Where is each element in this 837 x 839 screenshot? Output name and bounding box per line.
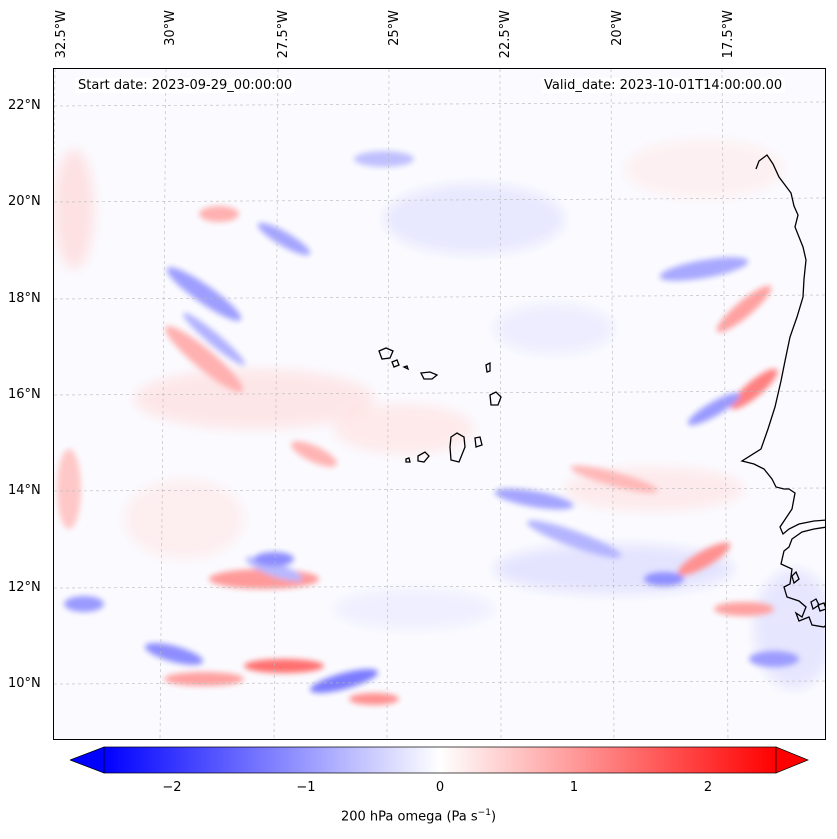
start-date-label: Start date: 2023-09-29_00:00:00 — [75, 78, 296, 93]
colorbar-ramp — [103, 746, 777, 774]
omega-diffuse-field — [54, 139, 825, 689]
lat-label-18n: 18°N — [8, 291, 41, 306]
african-coastline — [740, 154, 825, 628]
lat-label-16n: 16°N — [8, 387, 41, 402]
lat-label-12n: 12°N — [8, 580, 41, 595]
cape-verde-islands — [378, 347, 502, 463]
lon-label-30w: 30°W — [163, 10, 178, 46]
colorbar-low-extend — [70, 746, 105, 774]
colorbar-title-text: 200 hPa omega (Pa s — [340, 809, 478, 825]
cbar-tick-0: 0 — [435, 780, 445, 795]
cbar-tick-2: 2 — [703, 780, 713, 795]
lon-label-22-5w: 22.5°W — [498, 10, 513, 59]
lon-label-27-5w: 27.5°W — [276, 10, 291, 59]
cbar-tick-neg2: −2 — [162, 780, 182, 795]
lat-label-10n: 10°N — [8, 676, 41, 691]
omega-field-map — [54, 69, 825, 739]
colorbar-title-end: ) — [490, 809, 497, 825]
cbar-tick-neg1: −1 — [296, 780, 316, 795]
valid-date-label: Valid_date: 2023-10-01T14:00:00.00 — [541, 78, 786, 93]
lon-label-25w: 25°W — [387, 10, 402, 46]
lat-label-20n: 20°N — [8, 194, 41, 209]
colorbar-title-exponent: −1 — [477, 808, 491, 818]
colorbar-title: 200 hPa omega (Pa s−1) — [0, 808, 837, 824]
omega-streaks — [57, 151, 799, 705]
colorbar — [70, 746, 809, 774]
lon-label-17-5w: 17.5°W — [721, 10, 736, 59]
lon-label-20w: 20°W — [610, 10, 625, 46]
lat-label-22n: 22°N — [8, 98, 41, 113]
lon-label-32-5w: 32.5°W — [54, 10, 69, 59]
colorbar-high-extend — [775, 746, 809, 774]
map-panel — [53, 68, 826, 740]
cbar-tick-1: 1 — [569, 780, 579, 795]
lat-label-14n: 14°N — [8, 483, 41, 498]
map-gridlines — [54, 69, 825, 739]
